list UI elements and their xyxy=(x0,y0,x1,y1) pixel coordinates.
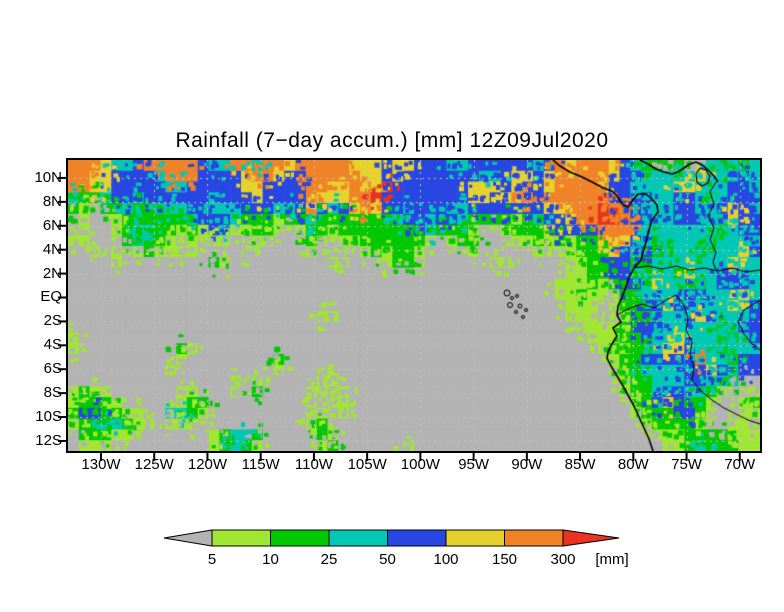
lon-tick-label: 90W xyxy=(511,456,543,473)
lat-tick-label: 6S xyxy=(43,360,62,378)
lon-tick-label: 125W xyxy=(134,456,174,473)
colorbar-tick-label: 10 xyxy=(262,551,279,568)
colorbar-segment xyxy=(270,529,330,547)
lat-tick-label: 10N xyxy=(34,168,62,186)
colorbar-tick-label: 300 xyxy=(550,551,575,568)
lat-tick-label: 2N xyxy=(42,264,62,282)
colorbar-tick-label: 50 xyxy=(379,551,396,568)
colorbar-tick-label: 5 xyxy=(208,551,216,568)
map-frame xyxy=(66,158,762,453)
lat-tick-label: 8N xyxy=(42,192,62,210)
lat-tick-label: EQ xyxy=(40,288,62,306)
lon-tick-label: 130W xyxy=(81,456,121,473)
colorbar-segment xyxy=(387,529,447,547)
plot-title: Rainfall (7−day accum.) [mm] 12Z09Jul202… xyxy=(175,129,609,152)
lon-tick-label: 70W xyxy=(724,456,756,473)
lat-tick-label: 6N xyxy=(42,216,62,234)
lon-tick-label: 115W xyxy=(241,456,280,473)
colorbar-tick-label: 100 xyxy=(433,551,458,568)
colorbar-unit-label: [mm] xyxy=(595,551,628,568)
lat-tick-label: 8S xyxy=(43,384,62,402)
colorbar-segment xyxy=(211,529,271,547)
colorbar-under-arrow xyxy=(163,529,213,547)
lat-tick-label: 12S xyxy=(35,431,62,449)
lat-tick-label: 10S xyxy=(35,408,62,426)
colorbar-segment xyxy=(445,529,505,547)
lon-tick-label: 110W xyxy=(294,456,333,473)
colorbar-tick-label: 25 xyxy=(321,551,338,568)
lat-tick-label: 4S xyxy=(43,336,62,354)
rainfall-map-canvas xyxy=(68,160,760,451)
lon-tick-label: 80W xyxy=(617,456,649,473)
colorbar-over-arrow xyxy=(562,529,620,547)
lon-tick-label: 85W xyxy=(564,456,596,473)
colorbar-segment xyxy=(328,529,388,547)
lon-tick-label: 120W xyxy=(187,456,228,473)
lat-tick-label: 4N xyxy=(42,240,62,258)
lon-tick-label: 95W xyxy=(458,456,490,473)
lat-tick-label: 2S xyxy=(43,312,62,330)
lon-tick-label: 75W xyxy=(671,456,702,473)
lon-tick-label: 105W xyxy=(347,456,387,473)
lon-tick-label: 100W xyxy=(400,456,440,473)
colorbar: 5 10 25 50 100 150 300 [mm] xyxy=(163,529,629,568)
colorbar-segment xyxy=(504,529,564,547)
colorbar-tick-label: 150 xyxy=(492,551,517,568)
